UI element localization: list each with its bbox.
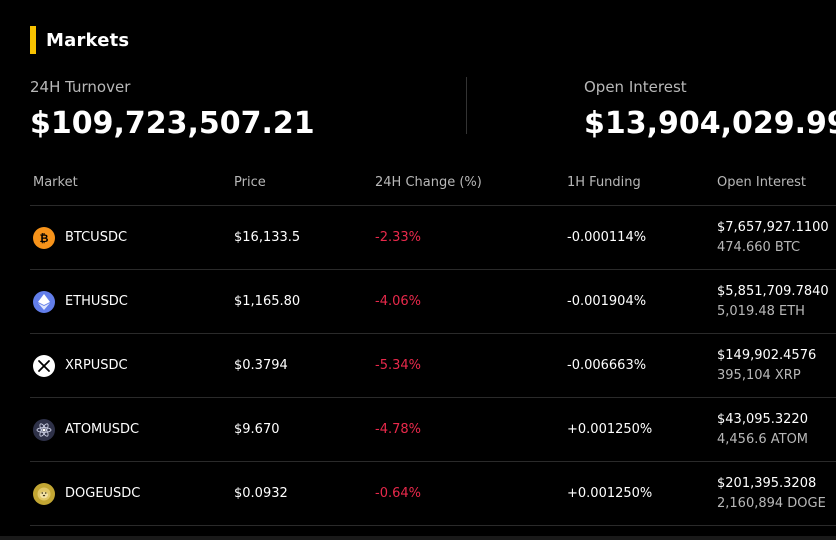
open-interest-cell: $43,095.3220 4,456.6 ATOM <box>717 398 808 461</box>
header-accent-bar <box>30 26 36 54</box>
change-cell: -4.78% <box>375 422 421 437</box>
open-interest-value: $149,902.4576 <box>717 347 817 363</box>
funding-cell: +0.001250% <box>567 486 653 501</box>
price-cell: $16,133.5 <box>234 230 301 245</box>
price-cell: $0.0932 <box>234 486 288 501</box>
open-interest-cell: $7,657,927.1100 474.660 BTC <box>717 206 829 269</box>
market-cell: ATOMUSDC <box>33 398 139 461</box>
open-interest-cell: $5,851,709.7840 5,019.48 ETH <box>717 270 829 333</box>
open-interest-cell: $201,395.3208 2,160,894 DOGE <box>717 462 826 525</box>
bitcoin-icon: ₿ <box>33 226 55 249</box>
change-cell: -5.34% <box>375 358 421 373</box>
table-header: Market Price 24H Change (%) 1H Funding O… <box>30 164 836 206</box>
open-interest-value: $7,657,927.1100 <box>717 219 829 235</box>
page-title: Markets <box>46 29 130 51</box>
column-header-market: Market <box>33 175 78 190</box>
open-interest-amount: 4,456.6 ATOM <box>717 431 809 447</box>
cosmos-atom-icon <box>33 418 55 441</box>
market-symbol: ETHUSDC <box>65 294 128 309</box>
market-cell: ₿ BTCUSDC <box>33 206 127 269</box>
funding-cell: -0.001904% <box>567 294 647 309</box>
table-row[interactable]: ETHUSDC $1,165.80 -4.06% -0.001904% $5,8… <box>30 270 836 334</box>
column-header-price: Price <box>234 175 266 190</box>
funding-cell: +0.001250% <box>567 422 653 437</box>
funding-cell: -0.006663% <box>567 358 647 373</box>
column-header-change: 24H Change (%) <box>375 175 482 190</box>
ethereum-icon <box>33 290 55 313</box>
open-interest-cell: $149,902.4576 395,104 XRP <box>717 334 816 397</box>
market-symbol: DOGEUSDC <box>65 486 141 501</box>
column-header-open-interest: Open Interest <box>717 175 806 190</box>
market-symbol: ATOMUSDC <box>65 422 140 437</box>
market-cell: XRPUSDC <box>33 334 128 397</box>
open-interest-amount: 395,104 XRP <box>717 367 801 383</box>
open-interest-value: $201,395.3208 <box>717 475 817 491</box>
change-cell: -0.64% <box>375 486 421 501</box>
table-row[interactable]: XRPUSDC $0.3794 -5.34% -0.006663% $149,9… <box>30 334 836 398</box>
table-row[interactable]: DOGEUSDC $0.0932 -0.64% +0.001250% $201,… <box>30 462 836 526</box>
market-cell: DOGEUSDC <box>33 462 140 525</box>
open-interest-amount: 2,160,894 DOGE <box>717 495 826 511</box>
xrp-icon <box>33 354 55 377</box>
open-interest-label: Open Interest <box>584 78 687 96</box>
open-interest-amount: 474.660 BTC <box>717 239 801 255</box>
turnover-label: 24H Turnover <box>30 78 131 96</box>
stats-divider <box>466 77 467 134</box>
svg-text:₿: ₿ <box>40 232 49 245</box>
table-row[interactable]: ATOMUSDC $9.670 -4.78% +0.001250% $43,09… <box>30 398 836 462</box>
change-cell: -2.33% <box>375 230 421 245</box>
open-interest-amount: 5,019.48 ETH <box>717 303 805 319</box>
column-header-funding: 1H Funding <box>567 175 641 190</box>
markets-table: Market Price 24H Change (%) 1H Funding O… <box>30 164 836 526</box>
market-symbol: XRPUSDC <box>65 358 128 373</box>
change-cell: -4.06% <box>375 294 421 309</box>
funding-cell: -0.000114% <box>567 230 647 245</box>
open-interest-value: $13,904,029.99 <box>584 106 836 141</box>
bottom-edge <box>0 536 836 540</box>
price-cell: $1,165.80 <box>234 294 301 309</box>
turnover-value: $109,723,507.21 <box>30 106 315 141</box>
price-cell: $0.3794 <box>234 358 288 373</box>
table-row[interactable]: ₿ BTCUSDC $16,133.5 -2.33% -0.000114% $7… <box>30 206 836 270</box>
dogecoin-icon <box>33 482 55 505</box>
open-interest-stat: Open Interest $13,904,029.99 <box>584 78 836 142</box>
open-interest-value: $43,095.3220 <box>717 411 808 427</box>
open-interest-value: $5,851,709.7840 <box>717 283 829 299</box>
turnover-stat: 24H Turnover $109,723,507.21 <box>30 78 315 142</box>
market-symbol: BTCUSDC <box>65 230 128 245</box>
price-cell: $9.670 <box>234 422 280 437</box>
market-cell: ETHUSDC <box>33 270 128 333</box>
section-header: Markets <box>30 26 129 54</box>
